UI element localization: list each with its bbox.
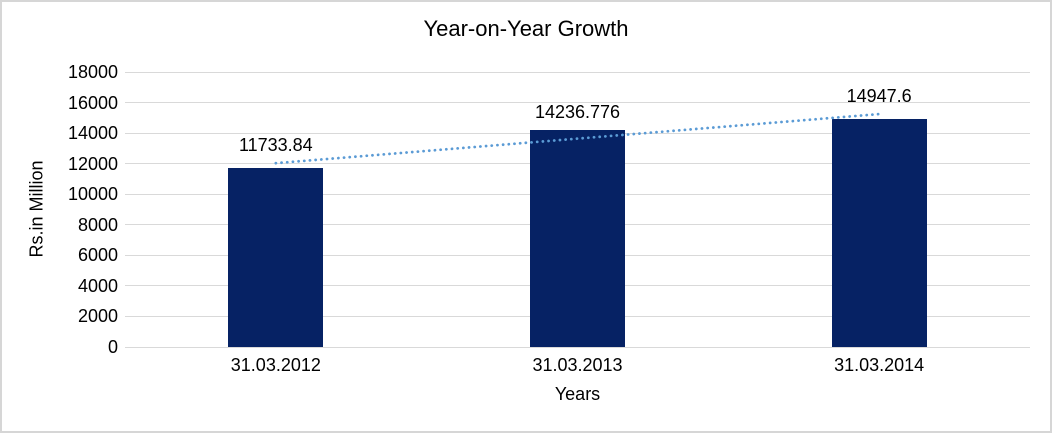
y-tick-label: 18000 <box>67 62 118 82</box>
gridline <box>125 346 1030 348</box>
y-tick-label: 10000 <box>67 184 118 205</box>
gridline <box>125 102 1030 104</box>
y-tick-label: 14000 <box>67 123 118 144</box>
gridline <box>125 71 1030 73</box>
x-axis-title: Years <box>554 384 601 404</box>
bar <box>530 129 625 347</box>
x-tick-label: 31.03.2014 <box>834 355 925 375</box>
bar-value-label: 14236.776 <box>534 101 621 122</box>
plot-area: 11733.84 14236.776 14947.6 <box>125 71 1030 348</box>
chart-title: Year-on-Year Growth <box>423 16 629 41</box>
y-tick-label: 4000 <box>77 275 118 296</box>
bar-value-label: 11733.84 <box>238 135 313 156</box>
y-tick-label: 6000 <box>77 245 118 266</box>
y-tick-label: 8000 <box>77 214 118 235</box>
y-axis-title: Rs.in Million <box>26 160 47 258</box>
y-tick-label: 0 <box>107 337 118 357</box>
x-tick-label: 31.03.2013 <box>532 355 623 375</box>
trendline-svg <box>274 112 881 165</box>
y-tick-label: 12000 <box>67 153 118 174</box>
y-tick-label: 2000 <box>77 306 118 327</box>
x-tick-label: 31.03.2012 <box>230 355 321 375</box>
bar <box>831 118 927 347</box>
bar-value-label: 14947.6 <box>846 86 912 107</box>
trendline <box>274 112 881 165</box>
bar <box>228 167 324 347</box>
y-tick-label: 16000 <box>67 92 118 113</box>
